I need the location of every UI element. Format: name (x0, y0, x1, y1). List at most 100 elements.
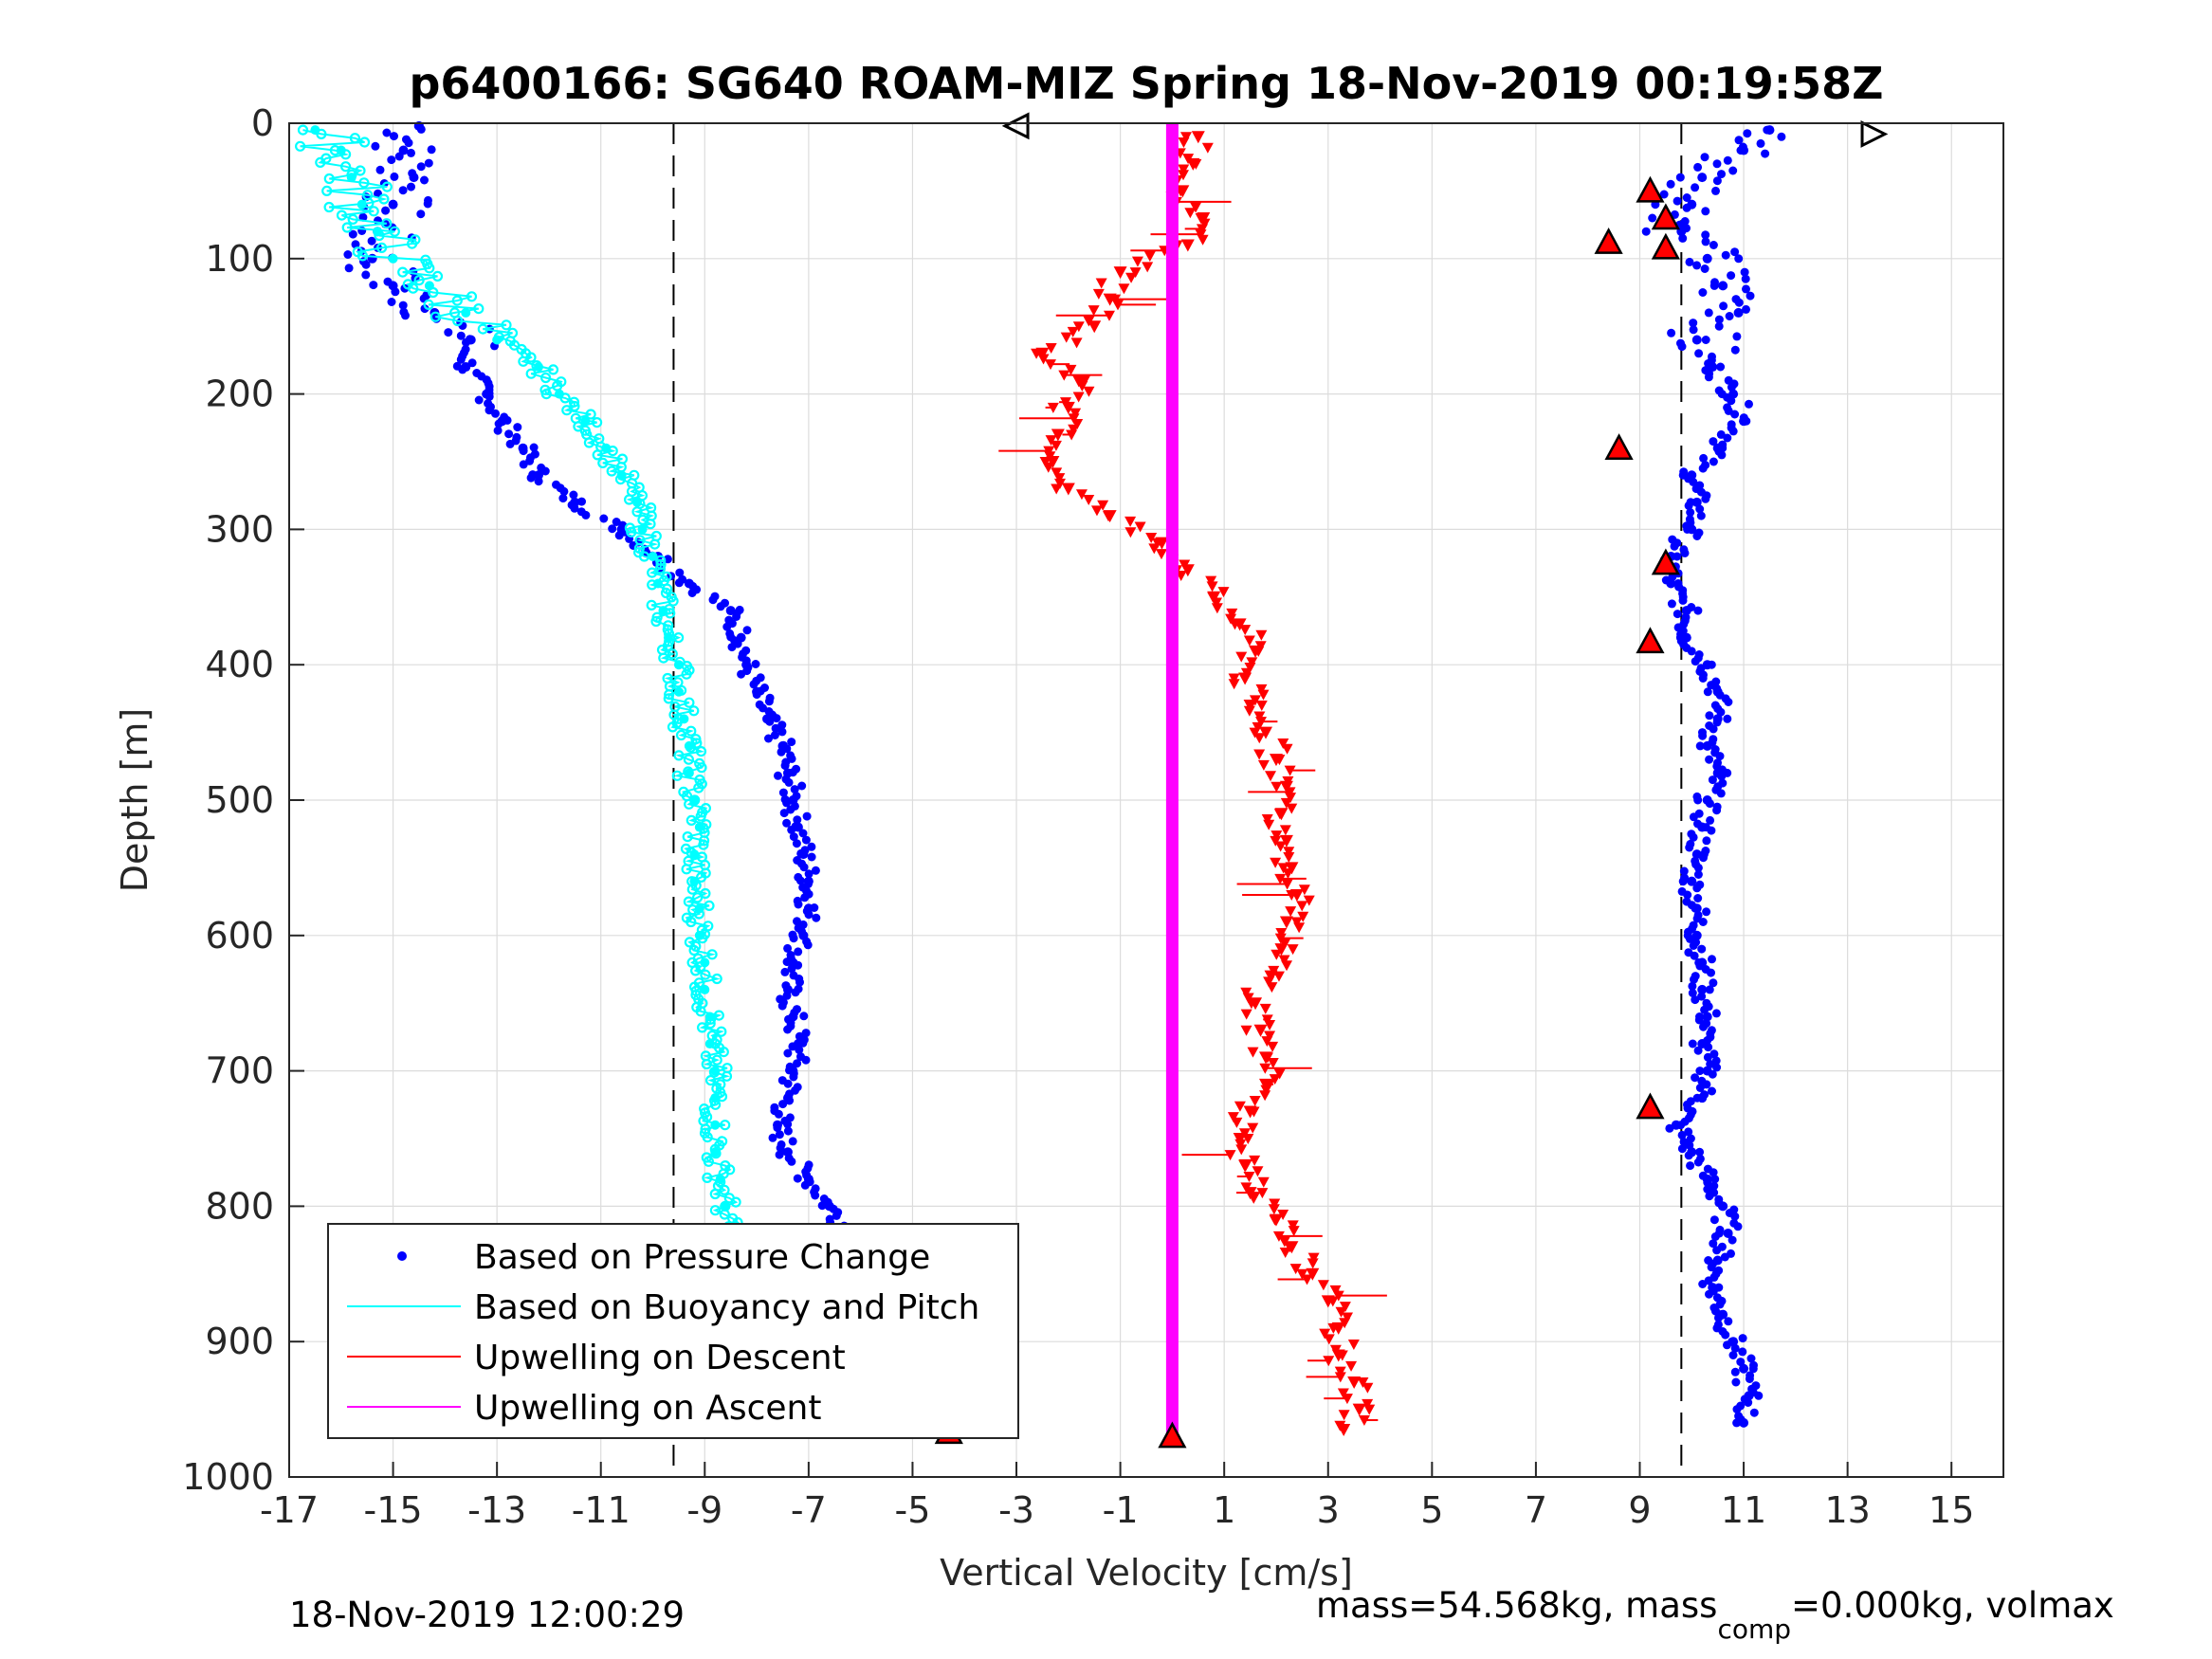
data-point (346, 173, 356, 183)
data-point (792, 839, 801, 848)
data-point (583, 437, 595, 448)
annotation-marker (1636, 627, 1665, 654)
data-point (1701, 494, 1710, 503)
data-point (1666, 179, 1675, 189)
footer-datetime: 18-Nov-2019 12:00:29 (289, 1595, 685, 1635)
data-point (1671, 1120, 1681, 1130)
data-point (694, 903, 704, 914)
data-point (431, 270, 444, 282)
data-point (413, 275, 425, 286)
data-point (1246, 657, 1258, 668)
data-point (1689, 941, 1698, 950)
data-point (389, 226, 400, 237)
data-point (491, 409, 500, 418)
data-point (1257, 759, 1270, 771)
data-point (652, 578, 663, 589)
legend-item-buoyancy: Based on Buoyancy and Pitch (347, 1288, 979, 1327)
data-point (721, 1070, 733, 1082)
data-point (1691, 930, 1702, 940)
data-point (655, 558, 667, 571)
ticks: -17 -15 -13 -11 -9 -7 -5 -3 -1 1 3 5 7 9 11 13 150100200… (182, 102, 1974, 1531)
data-point (1708, 1283, 1718, 1293)
data-point (1697, 1093, 1708, 1103)
data-point (404, 138, 413, 148)
data-point (1724, 1317, 1733, 1326)
data-point (1687, 647, 1696, 656)
data-point (798, 930, 809, 940)
data-point (1046, 456, 1060, 468)
data-point (782, 768, 793, 778)
data-point (1740, 267, 1749, 277)
data-point (356, 199, 367, 210)
data-point (1697, 944, 1707, 954)
data-point (477, 323, 488, 335)
data-point (1691, 995, 1700, 1005)
data-point (688, 705, 700, 717)
data-point (1690, 975, 1698, 984)
data-point (1700, 1005, 1709, 1014)
data-point (1695, 1147, 1705, 1157)
data-point (1269, 1198, 1281, 1210)
data-point (1727, 271, 1736, 281)
data-point (1228, 679, 1240, 690)
data-point (1712, 1063, 1722, 1072)
data-point (1667, 328, 1676, 337)
data-point (1708, 955, 1716, 964)
data-point (730, 1196, 741, 1208)
data-point (1255, 684, 1268, 695)
data-point (1712, 159, 1722, 169)
data-point (1692, 532, 1702, 540)
data-point (1702, 836, 1711, 846)
data-point (795, 876, 805, 885)
data-point (1334, 1372, 1346, 1383)
data-point (1739, 1417, 1749, 1428)
data-point (793, 1174, 802, 1183)
data-point (570, 497, 580, 507)
data-point (533, 470, 543, 481)
y-tick-label: 800 (205, 1185, 274, 1227)
data-point (791, 988, 800, 997)
data-point (1698, 918, 1708, 926)
data-point (777, 1001, 787, 1011)
data-point (646, 599, 657, 611)
data-point (1083, 494, 1095, 505)
data-point (525, 352, 537, 363)
data-point (1716, 789, 1726, 798)
data-point (297, 124, 309, 136)
data-point (768, 1133, 777, 1142)
data-point (420, 175, 429, 185)
data-point (1702, 253, 1712, 264)
y-tick-label: 700 (205, 1050, 274, 1092)
data-point (1659, 190, 1669, 199)
data-point (673, 660, 684, 670)
data-point (648, 551, 658, 561)
data-point (473, 303, 484, 315)
data-point (1347, 1376, 1362, 1390)
data-point (1702, 1080, 1711, 1089)
data-point (1718, 281, 1728, 291)
data-point (1738, 1334, 1747, 1343)
data-point (1124, 527, 1137, 538)
data-point (376, 242, 388, 253)
data-point (1088, 320, 1102, 334)
data-point (741, 660, 752, 670)
data-point (561, 405, 573, 416)
x-tick-label: -9 (686, 1489, 722, 1531)
data-point (1693, 606, 1703, 615)
data-point (1259, 1051, 1273, 1065)
data-point (1685, 257, 1694, 266)
data-point (347, 213, 358, 225)
data-point (1683, 890, 1692, 900)
data-point (799, 863, 809, 872)
data-point (1698, 1280, 1708, 1288)
data-point (1270, 857, 1282, 868)
data-point (540, 389, 552, 400)
data-point (1691, 497, 1702, 507)
data-point (710, 1147, 721, 1158)
data-point (398, 186, 408, 195)
data-point (1335, 1306, 1347, 1318)
series-based-on-pressure-change-ascent (1641, 125, 1786, 1428)
data-point (695, 745, 707, 757)
data-point (407, 238, 418, 249)
data-point (407, 148, 415, 157)
